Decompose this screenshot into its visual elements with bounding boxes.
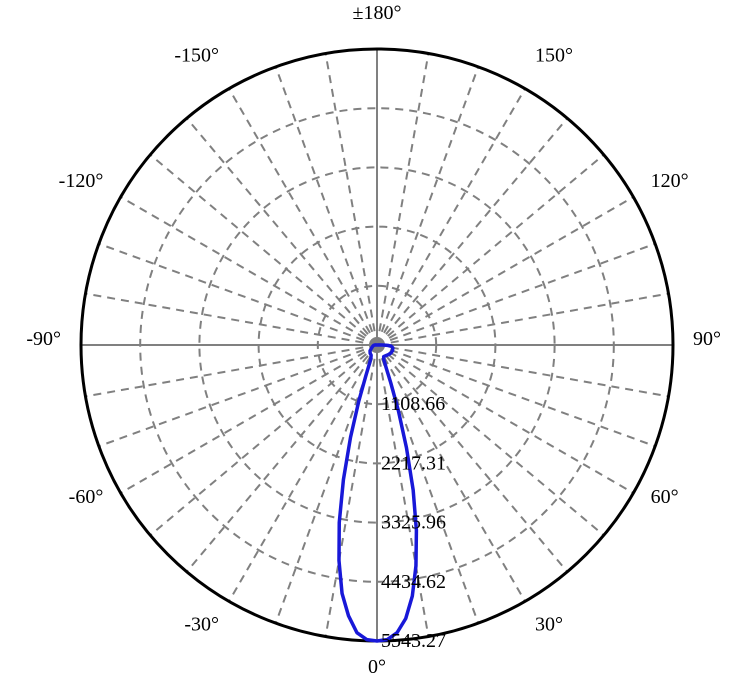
grid-spoke bbox=[276, 67, 377, 345]
radial-label: 4434.62 bbox=[381, 571, 446, 593]
polar-chart: 1108.66 2217.31 3325.96 4434.62 5543.27 ±180°… bbox=[0, 0, 754, 691]
angle-label: 90° bbox=[693, 328, 721, 350]
angle-label: -30° bbox=[184, 614, 219, 636]
angle-label: -60° bbox=[69, 486, 104, 508]
angle-label: -120° bbox=[59, 170, 104, 192]
angle-label: 150° bbox=[535, 44, 573, 66]
angle-label: 30° bbox=[535, 614, 563, 636]
angle-label: -90° bbox=[26, 328, 61, 350]
grid-spoke bbox=[377, 67, 478, 345]
radial-label: 2217.31 bbox=[381, 452, 446, 474]
radial-label: 3325.96 bbox=[381, 512, 446, 534]
grid-spoke bbox=[377, 345, 669, 396]
grid-spoke bbox=[85, 294, 377, 345]
grid-spoke bbox=[377, 53, 428, 345]
radial-label: 1108.66 bbox=[381, 393, 445, 415]
angle-label: -150° bbox=[174, 44, 219, 66]
grid-spoke bbox=[326, 53, 377, 345]
angle-label: 120° bbox=[651, 170, 689, 192]
grid-spoke bbox=[85, 345, 377, 396]
radial-label: 5543.27 bbox=[381, 630, 446, 652]
angle-label: ±180° bbox=[353, 2, 402, 24]
grid-spoke bbox=[326, 345, 377, 637]
angle-label: 0° bbox=[368, 656, 386, 678]
angle-label: 60° bbox=[651, 486, 679, 508]
grid-spoke bbox=[377, 294, 669, 345]
